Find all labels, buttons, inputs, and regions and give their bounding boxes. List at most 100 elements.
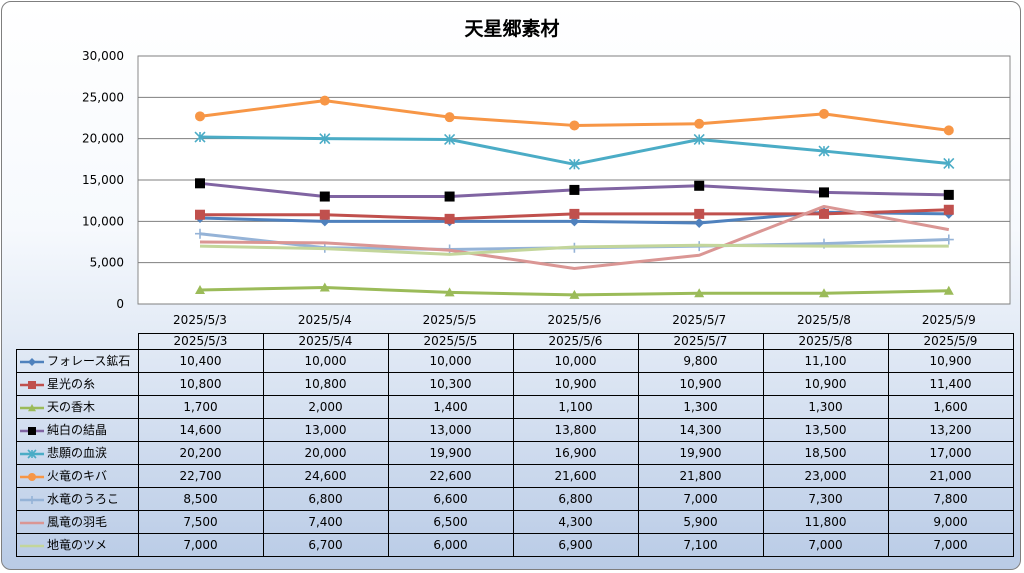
table-cell: 4,300 [512, 510, 639, 534]
table-column-header: 2025/5/3 [137, 333, 264, 350]
data-point [319, 95, 330, 106]
table-cell: 19,900 [637, 441, 764, 465]
data-point [943, 157, 955, 170]
table-column-header: 2025/5/5 [387, 333, 514, 350]
data-point [195, 178, 205, 189]
series-9 [199, 243, 949, 256]
table-cell: 13,500 [762, 418, 889, 442]
table-cell: 5,900 [637, 510, 764, 534]
table-row: フォレース鉱石 10,400 10,000 10,000 10,000 9,800 11,1… [16, 349, 1014, 373]
series-name: 水竜のうろこ [47, 492, 120, 506]
series-legend-cell: 水竜のうろこ [16, 487, 139, 511]
data-point [819, 108, 829, 119]
data-point [569, 120, 580, 131]
table-cell: 9,000 [887, 510, 1014, 534]
table-cell: 7,300 [762, 487, 889, 511]
data-point [694, 208, 705, 219]
table-cell: 19,900 [387, 441, 514, 465]
table-cell: 6,700 [262, 533, 389, 557]
y-tick-label: 5,000 [90, 256, 124, 270]
series-3 [195, 282, 954, 299]
table-column-header: 2025/5/8 [762, 333, 889, 350]
series-name: 純白の結晶 [47, 423, 108, 437]
table-cell: 21,800 [637, 464, 764, 488]
data-point [319, 282, 330, 292]
table-cell: 10,900 [637, 372, 764, 396]
data-point [444, 133, 456, 146]
table-cell: 1,100 [512, 395, 639, 419]
series-5 [194, 131, 955, 170]
y-tick-label: 30,000 [82, 49, 124, 63]
series-8 [199, 204, 950, 270]
data-point [943, 234, 954, 245]
table-cell: 1,300 [762, 395, 889, 419]
table-cell: 6,000 [387, 533, 514, 557]
data-point [694, 118, 705, 129]
table-cell: 7,800 [887, 487, 1014, 511]
data-point [195, 111, 205, 122]
table-cell: 10,900 [887, 349, 1014, 373]
table-cell: 20,200 [137, 441, 264, 465]
table-cell: 10,000 [512, 349, 639, 373]
x-tick-label: 2025/5/8 [797, 313, 851, 327]
data-point [818, 145, 830, 157]
series-legend-cell: 地竜のツメ [16, 533, 139, 557]
x-tick-label: 2025/5/7 [672, 313, 726, 327]
table-column-header: 2025/5/4 [262, 333, 389, 350]
data-point [444, 112, 455, 123]
table-cell: 6,900 [512, 533, 639, 557]
series-legend-cell: 火竜のキバ [16, 464, 139, 488]
y-tick-label: 0 [116, 297, 124, 311]
series-legend-cell: 星光の糸 [16, 372, 139, 396]
series-4 [195, 178, 954, 202]
table-cell: 6,500 [387, 510, 514, 534]
table-cell: 23,000 [762, 464, 889, 488]
table-cell: 10,000 [262, 349, 389, 373]
data-point [195, 284, 205, 294]
x-tick-label: 2025/5/5 [423, 313, 477, 327]
table-cell: 10,900 [762, 372, 889, 396]
table-row: 水竜のうろこ 8,500 6,800 6,600 6,800 7,000 7,300 7,80… [16, 487, 1014, 511]
data-point [194, 131, 206, 143]
series-6 [195, 95, 954, 136]
data-point [943, 285, 954, 295]
y-tick-label: 25,000 [82, 90, 124, 104]
table-cell: 13,000 [262, 418, 389, 442]
series-name: 天の香木 [47, 400, 96, 414]
series-legend-cell: 純白の結晶 [16, 418, 139, 442]
data-point [693, 133, 705, 146]
data-point [319, 133, 331, 145]
table-cell: 20,000 [262, 441, 389, 465]
data-point [569, 289, 580, 299]
table-cell: 7,000 [762, 533, 889, 557]
data-point [319, 209, 330, 220]
y-tick-label: 20,000 [82, 132, 124, 146]
table-header-row: 2025/5/3 2025/5/4 2025/5/5 2025/5/6 2025/5/7… [16, 333, 1014, 350]
table-cell: 14,600 [137, 418, 264, 442]
table-corner [16, 333, 139, 350]
table-row: 純白の結晶 14,600 13,000 13,000 13,800 14,300 13,50… [16, 418, 1014, 442]
data-point [444, 287, 455, 297]
data-point [319, 191, 330, 202]
data-point [943, 125, 954, 136]
data-point [694, 217, 705, 228]
table-row: 星光の糸 10,800 10,800 10,300 10,900 10,900 10,900… [16, 372, 1014, 396]
table-cell: 6,800 [262, 487, 389, 511]
table-cell: 11,400 [887, 372, 1014, 396]
data-point [195, 228, 205, 239]
table-cell: 17,000 [887, 441, 1014, 465]
series-name: フォレース鉱石 [47, 354, 131, 368]
data-point [444, 213, 455, 224]
table-column-header: 2025/5/6 [512, 333, 639, 350]
series-name: 火竜のキバ [47, 469, 108, 483]
data-point [819, 288, 829, 298]
legend-key-icon [19, 472, 45, 482]
table-column-header: 2025/5/9 [887, 333, 1014, 350]
series-legend-cell: 悲願の血涙 [16, 441, 139, 465]
x-tick-label: 2025/5/3 [173, 313, 227, 327]
table-cell: 10,800 [137, 372, 264, 396]
series-name: 星光の糸 [47, 377, 96, 391]
table-cell: 10,000 [387, 349, 514, 373]
